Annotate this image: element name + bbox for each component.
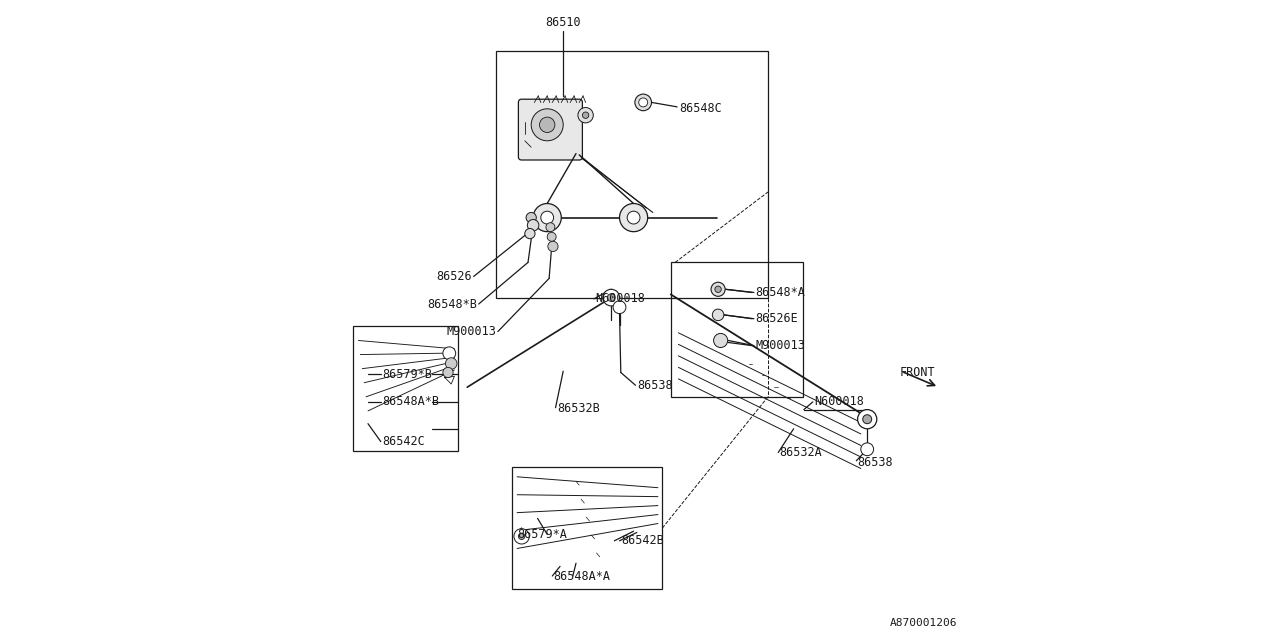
Text: 86548C: 86548C — [680, 102, 722, 115]
Circle shape — [525, 228, 535, 239]
Text: 86542C: 86542C — [381, 435, 425, 448]
Bar — [353, 326, 458, 451]
Circle shape — [858, 410, 877, 429]
Circle shape — [443, 347, 456, 360]
Circle shape — [608, 294, 616, 301]
Text: 86526: 86526 — [436, 270, 472, 283]
Circle shape — [639, 98, 648, 107]
Bar — [512, 467, 663, 589]
Text: 86538: 86538 — [858, 456, 893, 468]
Bar — [671, 262, 804, 397]
Text: 86579*A: 86579*A — [517, 528, 567, 541]
Circle shape — [518, 533, 525, 540]
Circle shape — [635, 94, 652, 111]
Text: N600018: N600018 — [814, 396, 864, 408]
Circle shape — [443, 367, 453, 378]
Text: 86548A*A: 86548A*A — [554, 570, 611, 582]
Text: 86542B: 86542B — [621, 534, 663, 547]
Circle shape — [861, 443, 874, 456]
Circle shape — [863, 415, 872, 424]
Circle shape — [541, 211, 554, 224]
Circle shape — [603, 289, 620, 306]
Circle shape — [712, 282, 724, 296]
Circle shape — [712, 309, 724, 321]
FancyBboxPatch shape — [518, 99, 582, 160]
Text: 86532B: 86532B — [557, 402, 599, 415]
Text: FRONT: FRONT — [900, 366, 934, 379]
Circle shape — [515, 529, 530, 544]
Text: M900013: M900013 — [755, 339, 805, 352]
Text: N600018: N600018 — [595, 292, 645, 305]
Circle shape — [714, 333, 727, 348]
Circle shape — [627, 211, 640, 224]
Text: 86532A: 86532A — [780, 446, 822, 459]
Circle shape — [445, 358, 457, 369]
Circle shape — [613, 301, 626, 314]
Text: 86579*B: 86579*B — [381, 368, 431, 381]
Circle shape — [534, 204, 562, 232]
Text: 86526E: 86526E — [755, 312, 797, 325]
Circle shape — [545, 223, 556, 232]
Text: 86548*B: 86548*B — [428, 298, 477, 310]
Circle shape — [714, 286, 722, 292]
Text: A870001206: A870001206 — [890, 618, 957, 628]
Circle shape — [579, 108, 593, 123]
Text: 86548*A: 86548*A — [755, 286, 805, 299]
Circle shape — [527, 220, 539, 231]
Circle shape — [620, 204, 648, 232]
Circle shape — [531, 109, 563, 141]
Circle shape — [540, 117, 556, 132]
Circle shape — [548, 241, 558, 252]
Text: M900013: M900013 — [447, 325, 497, 338]
Text: 86538: 86538 — [637, 379, 672, 392]
Circle shape — [526, 212, 536, 223]
Circle shape — [582, 112, 589, 118]
Circle shape — [548, 232, 557, 241]
Text: 86510: 86510 — [545, 16, 581, 29]
Bar — [497, 51, 768, 298]
Text: 86548A*B: 86548A*B — [381, 396, 439, 408]
